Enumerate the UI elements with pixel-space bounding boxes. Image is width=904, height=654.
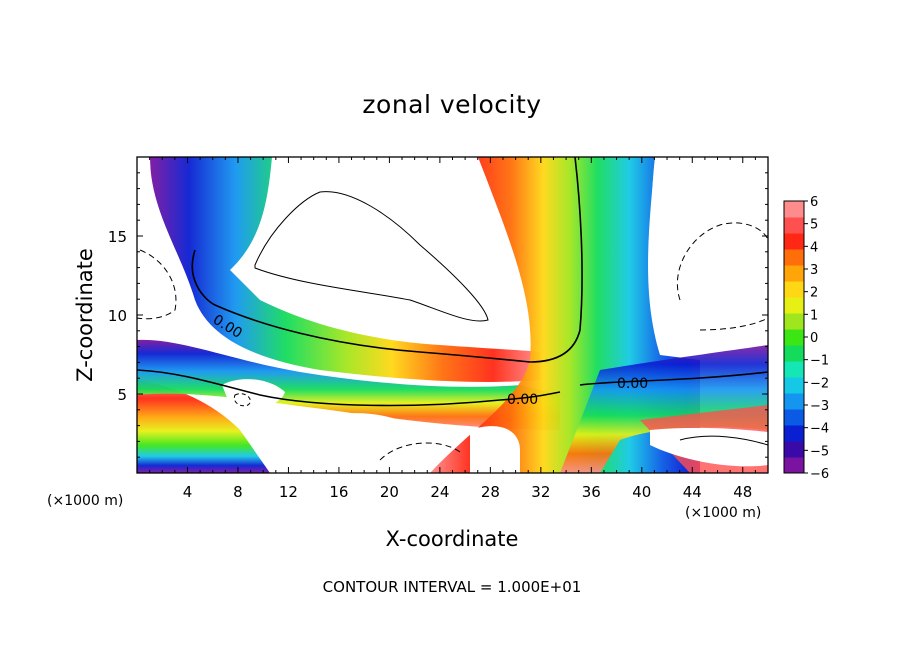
colorbar-swatch [784, 425, 804, 442]
colorbar-tick-label: −2 [810, 376, 829, 391]
colorbar-tick-label: −6 [810, 467, 829, 482]
y-tick-label: 15 [108, 228, 127, 246]
y-axis-ticks: 5 10 15 [108, 172, 768, 458]
x-tick-label: 48 [733, 483, 752, 501]
x-axis-label: X-coordinate [386, 527, 519, 551]
colorbar-swatch [784, 249, 804, 266]
contour-label: 0.00 [617, 376, 648, 392]
colorbar-swatch [784, 377, 804, 394]
x-tick-label: 12 [279, 483, 298, 501]
chart-title: zonal velocity [362, 90, 541, 119]
colorbar-swatch [784, 329, 804, 346]
contour-label: 0.00 [507, 392, 538, 408]
x-tick-label: 44 [683, 483, 702, 501]
x-tick-label: 36 [582, 483, 601, 501]
colorbar-swatch [784, 441, 804, 458]
colorbar-tick-label: −3 [810, 399, 829, 414]
x-tick-label: 16 [329, 483, 348, 501]
contour-lines [137, 157, 768, 461]
colorbar-tick-label: 6 [810, 195, 818, 210]
colorbar-swatch [784, 217, 804, 234]
colorbar-tick-label: 5 [810, 218, 818, 233]
x-tick-label: 20 [380, 483, 399, 501]
y-axis-label: Z-coordinate [73, 248, 97, 382]
colorbar-tick-label: 2 [810, 286, 818, 301]
x-tick-label: 24 [430, 483, 449, 501]
x-axis-ticks: 4 8 12 16 20 24 28 32 36 40 44 48 [149, 157, 756, 501]
colorbar-swatch [784, 265, 804, 282]
colorbar-swatch [784, 233, 804, 250]
colorbar-swatch [784, 201, 804, 218]
colorbar-tick-labels: 6 5 4 3 2 1 0 −1 −2 −3 −4 −5 −6 [804, 195, 829, 482]
colorbar [783, 200, 805, 474]
x-tick-label: 8 [233, 483, 243, 501]
heatmap-field [137, 157, 768, 473]
colorbar-swatch [784, 393, 804, 410]
y-tick-label: 5 [117, 386, 127, 404]
x-tick-label: 32 [531, 483, 550, 501]
colorbar-swatch [784, 361, 804, 378]
colorbar-tick-label: 4 [810, 240, 818, 255]
colorbar-swatch [784, 409, 804, 426]
colorbar-swatch [784, 313, 804, 330]
colorbar-tick-label: −5 [810, 444, 829, 459]
colorbar-tick-label: −4 [810, 422, 829, 437]
x-tick-label: 40 [632, 483, 651, 501]
x-tick-label: 28 [481, 483, 500, 501]
colorbar-swatch [784, 457, 804, 474]
x-unit-left: (×1000 m) [47, 493, 123, 509]
colorbar-swatch [784, 281, 804, 298]
colorbar-tick-label: 0 [810, 331, 818, 346]
colorbar-tick-label: 3 [810, 263, 818, 278]
colorbar-swatch [784, 345, 804, 362]
colorbar-tick-label: 1 [810, 308, 818, 323]
colorbar-swatch [784, 297, 804, 314]
x-tick-label: 4 [183, 483, 193, 501]
x-unit-right: (×1000 m) [685, 505, 761, 521]
y-tick-label: 10 [108, 307, 127, 325]
colorbar-tick-label: −1 [810, 354, 829, 369]
contour-interval-note: CONTOUR INTERVAL = 1.000E+01 [323, 578, 582, 596]
